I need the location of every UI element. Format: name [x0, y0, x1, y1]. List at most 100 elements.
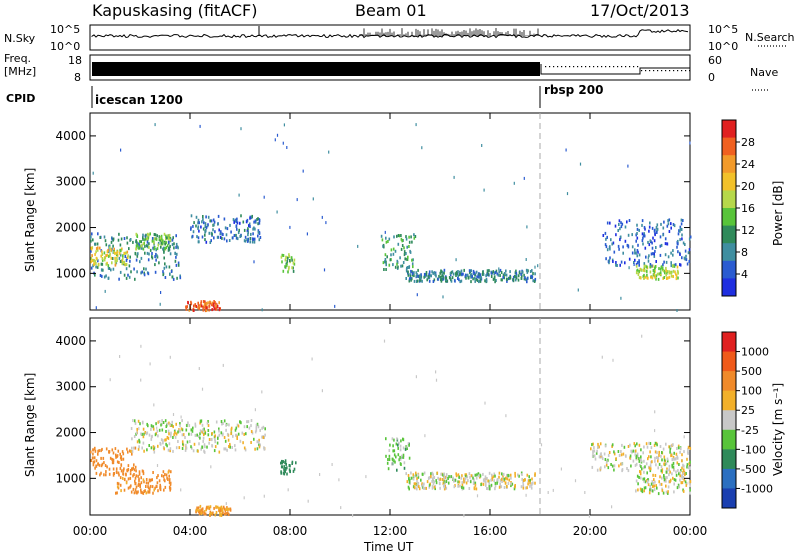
range-gate-cell [132, 487, 135, 491]
range-gate-cell [637, 250, 639, 254]
range-gate-cell [408, 443, 410, 447]
range-gate-cell [433, 485, 436, 489]
range-gate-cell [443, 475, 446, 479]
range-gate-cell [395, 442, 398, 446]
range-gate-cell [689, 488, 691, 492]
range-gate-cell [140, 240, 142, 244]
range-gate-cell [462, 272, 464, 276]
range-gate-cell [658, 480, 660, 484]
range-gate-cell [432, 280, 435, 283]
range-gate-cell [457, 484, 459, 488]
range-gate-cell [140, 432, 142, 436]
range-gate-cell [606, 221, 609, 225]
range-gate-cell [185, 446, 188, 450]
range-gate-cell [213, 300, 215, 303]
range-gate-cell [166, 244, 169, 248]
range-gate-cell [177, 440, 179, 443]
range-gate-cell [126, 241, 129, 245]
range-gate-cell [591, 454, 594, 458]
range-gate-cell [680, 447, 682, 451]
nave-dot [581, 66, 583, 68]
range-gate-cell [214, 434, 216, 438]
range-gate-cell [159, 302, 161, 306]
range-gate-cell [292, 269, 295, 273]
range-gate-cell [517, 278, 520, 282]
range-gate-cell [157, 444, 159, 448]
range-gate-cell [644, 275, 647, 279]
range-gate-cell [402, 453, 405, 457]
range-gate-cell [514, 271, 517, 275]
range-gate-cell [399, 256, 401, 260]
range-gate-cell [490, 478, 492, 482]
range-gate-cell [217, 214, 220, 218]
range-gate-cell [167, 436, 170, 440]
range-gate-cell [677, 469, 679, 473]
range-gate-cell [286, 466, 288, 470]
range-gate-cell [494, 474, 496, 478]
range-gate-cell [504, 481, 507, 485]
range-gate-cell [507, 473, 509, 477]
range-gate-cell [689, 491, 691, 495]
range-gate-cell [135, 247, 138, 251]
range-gate-cell [170, 431, 172, 435]
range-gate-cell [257, 425, 260, 429]
range-gate-cell [218, 228, 220, 232]
range-gate-cell [205, 506, 208, 510]
range-gate-cell [468, 269, 471, 273]
range-gate-cell [234, 219, 237, 223]
range-gate-cell [247, 237, 249, 241]
range-gate-cell [119, 483, 122, 487]
range-gate-cell [255, 426, 258, 430]
range-gate-cell [154, 123, 156, 127]
range-gate-cell [159, 236, 162, 240]
range-gate-cell [506, 277, 508, 281]
range-gate-cell [134, 479, 136, 483]
range-gate-cell [164, 247, 166, 250]
range-gate-cell [148, 252, 150, 256]
range-gate-cell [130, 450, 132, 453]
range-gate-cell [679, 227, 682, 231]
range-gate-cell [224, 512, 226, 516]
range-gate-cell [142, 491, 145, 495]
range-gate-cell [509, 270, 511, 274]
range-gate-cell [172, 425, 174, 429]
range-gate-cell [613, 450, 615, 454]
range-gate-cell [392, 263, 394, 267]
range-gate-cell [686, 463, 689, 467]
range-gate-cell [661, 489, 664, 493]
range-gate-cell [683, 256, 686, 260]
range-gate-cell [643, 479, 645, 483]
range-gate-cell [264, 427, 266, 431]
range-gate-cell [663, 475, 665, 479]
range-gate-cell [410, 471, 412, 475]
nave-dot [685, 70, 687, 72]
range-gate-cell [256, 447, 259, 451]
x-tick-label: 20:00 [573, 524, 608, 538]
range-gate-cell [104, 464, 107, 467]
nave-dot [589, 66, 591, 68]
range-gate-cell [204, 302, 207, 306]
range-gate-cell [235, 236, 238, 240]
range-gate-cell [97, 449, 99, 453]
range-gate-cell [469, 270, 471, 274]
range-gate-cell [213, 430, 216, 434]
range-gate-cell [410, 278, 412, 282]
range-gate-cell [119, 452, 121, 456]
range-gate-cell [656, 443, 658, 447]
range-gate-cell [219, 510, 221, 514]
freq-unit-label: [MHz] [4, 65, 36, 78]
range-gate-cell [164, 242, 166, 246]
nave-dot [561, 66, 563, 68]
range-gate-cell [652, 473, 654, 477]
range-gate-cell [166, 422, 169, 426]
range-gate-cell [128, 247, 130, 251]
range-gate-cell [659, 253, 662, 257]
range-gate-cell [211, 444, 213, 448]
range-gate-cell [640, 465, 642, 469]
range-gate-cell [467, 479, 469, 483]
range-gate-cell [201, 507, 204, 511]
nave-tick-bottom: 0 [708, 71, 715, 84]
range-gate-cell [110, 256, 113, 260]
range-gate-cell [252, 232, 254, 236]
range-gate-cell [104, 289, 106, 293]
